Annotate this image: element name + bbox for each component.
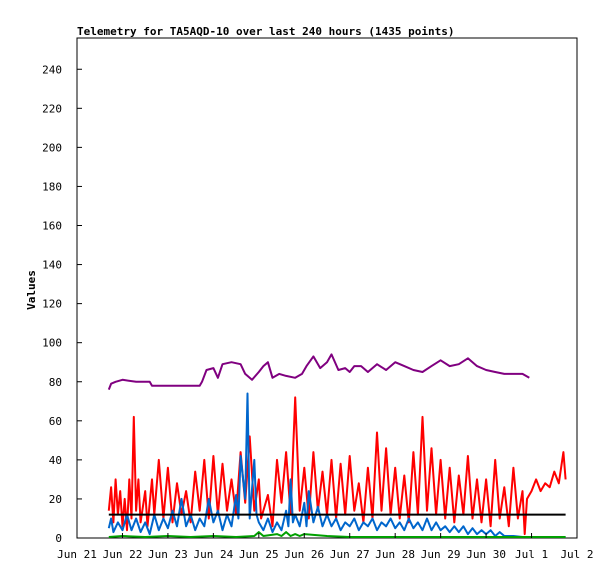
x-tick-label: Jun 29 [421,548,461,561]
plot-frame [76,37,578,539]
y-tick-label: 180 [42,180,62,193]
y-tick-label: 20 [49,493,62,506]
series-line-1 [107,353,530,390]
x-axis: Jun 21 Jun 22 Jun 23 Jun 24 Jun 25 Jun 26 Jun … [57,533,594,561]
series-layer [107,353,567,538]
x-tick-label: Jun 23 [148,548,188,561]
y-tick-label: 0 [55,532,62,545]
y-tick-label: 200 [42,141,62,154]
x-tick-label: Jun 25 [239,548,279,561]
x-tick-label: Jun 22 [103,548,143,561]
y-tick-label: 60 [49,415,62,428]
y-tick-label: 40 [49,454,62,467]
x-tick-label: Jul 2 [560,548,593,561]
chart-title: Telemetry for TA5AQD-10 over last 240 ho… [77,25,455,38]
y-axis: 0 20 40 60 80 100 120 140 160 180 200 220 240 [42,63,82,545]
y-tick-label: 140 [42,259,62,272]
x-tick-label: Jun 26 [284,548,324,561]
y-tick-label: 100 [42,337,62,350]
y-axis-label: Values [25,270,38,310]
y-tick-label: 240 [42,63,62,76]
y-tick-label: 160 [42,220,62,233]
x-tick-label: Jun 30 [466,548,506,561]
y-tick-label: 220 [42,102,62,115]
y-tick-label: 80 [49,376,62,389]
x-tick-label: Jul 1 [515,548,548,561]
series-line-2 [107,396,567,536]
y-tick-label: 120 [42,298,62,311]
series-line-4 [108,531,566,538]
x-tick-label: Jun 27 [330,548,370,561]
x-tick-label: Jun 21 [57,548,97,561]
x-tick-label: Jun 28 [375,548,415,561]
x-tick-label: Jun 24 [193,548,233,561]
